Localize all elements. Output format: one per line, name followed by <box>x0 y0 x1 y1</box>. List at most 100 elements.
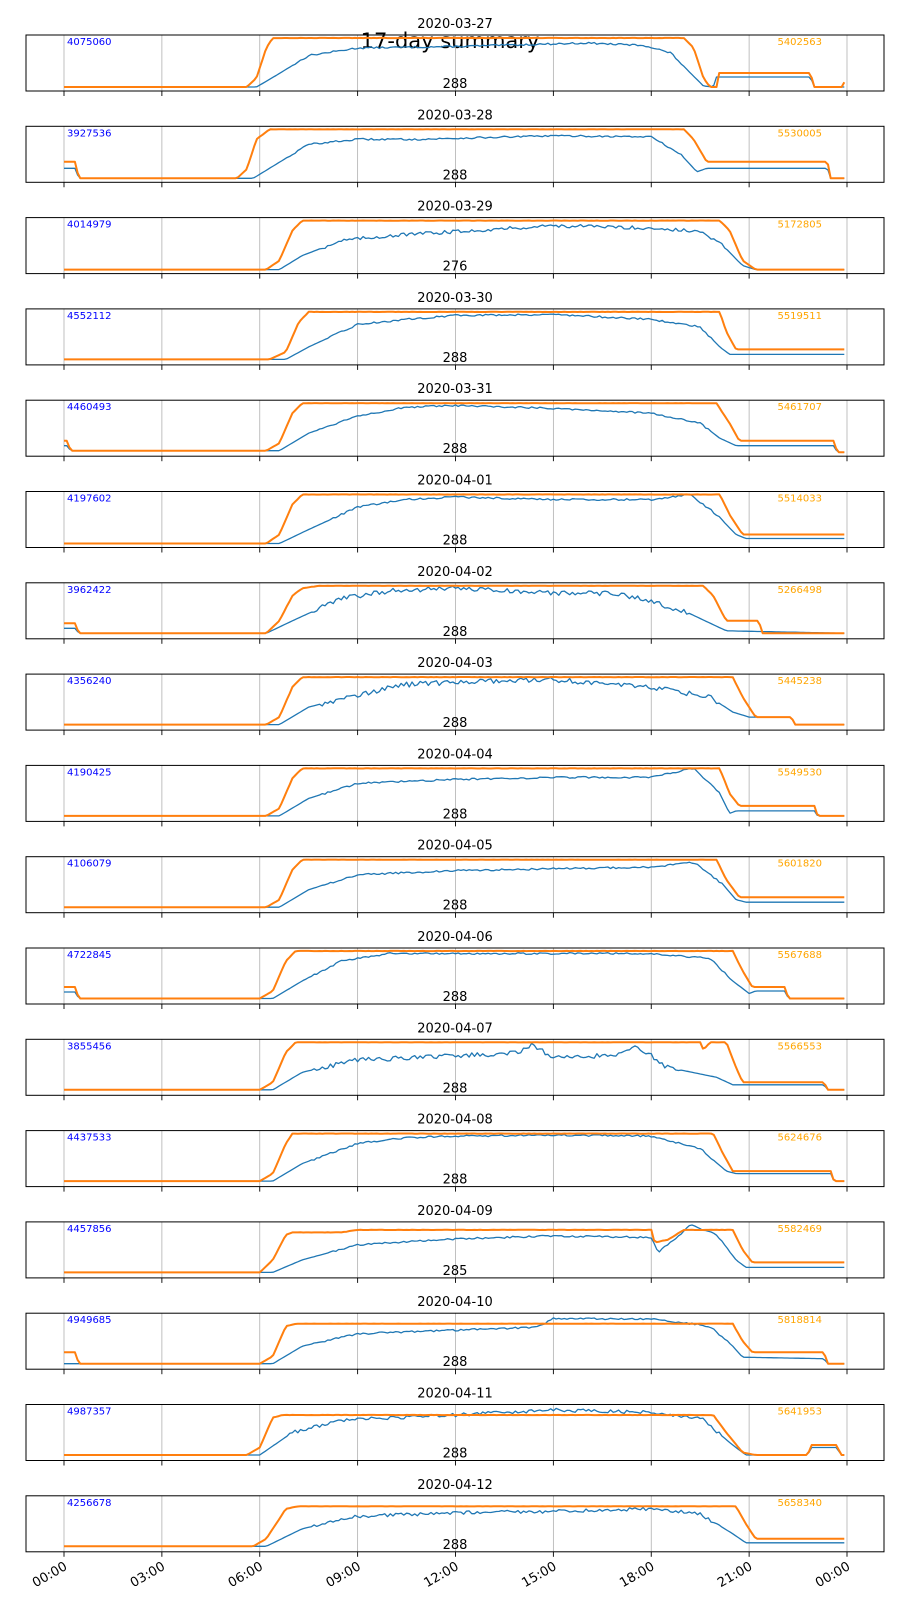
series-line-orange <box>64 858 845 909</box>
panel-frame <box>25 1038 885 1096</box>
left-value-label: 4457856 <box>67 1224 112 1235</box>
panel-frame <box>25 764 885 822</box>
x-tick-label: 15:00 <box>519 1559 559 1591</box>
series-line-orange <box>64 949 845 1000</box>
panel-frame <box>25 34 885 92</box>
series-line-orange <box>64 1132 845 1183</box>
right-value-label: 5582469 <box>777 1224 822 1235</box>
left-value-label: 3855456 <box>67 1041 112 1052</box>
right-value-label: 5266498 <box>777 585 822 596</box>
panel: 2020-04-07 3855456 5566553 288 <box>25 1021 885 1101</box>
panel-frame <box>25 1130 885 1188</box>
x-tick-label: 00:00 <box>813 1559 853 1591</box>
point-count-label: 288 <box>443 77 468 92</box>
x-axis: 00:00 03:00 06:00 09:00 12:00 15:00 18:00 21:00… <box>30 1559 853 1591</box>
point-count-label: 288 <box>443 990 468 1005</box>
left-value-label: 4106079 <box>67 859 112 870</box>
right-value-label: 5601820 <box>777 859 822 870</box>
point-count-label: 288 <box>443 442 468 457</box>
panel-frame <box>25 1312 885 1370</box>
panel: 2020-04-08 4437533 5624676 288 <box>25 1113 885 1192</box>
point-count-label: 288 <box>443 625 468 640</box>
right-value-label: 5658340 <box>777 1498 822 1509</box>
panel: 2020-04-03 4356240 5445238 288 <box>25 656 885 736</box>
panel-date: 2020-04-09 <box>417 1204 493 1219</box>
panel-frame <box>25 399 885 457</box>
panel: 2020-04-04 4190425 5549530 288 <box>25 747 885 827</box>
left-value-label: 4722845 <box>67 950 112 961</box>
right-value-label: 5567688 <box>777 950 822 961</box>
point-count-label: 288 <box>443 1173 468 1188</box>
point-count-label: 276 <box>443 260 468 275</box>
panel: 2020-04-05 4106079 5601820 288 <box>25 839 885 918</box>
point-count-label: 285 <box>443 1264 468 1279</box>
point-count-label: 288 <box>443 1538 468 1553</box>
left-value-label: 4356240 <box>67 676 112 687</box>
panel-frame <box>25 125 885 183</box>
point-count-label: 288 <box>443 1447 468 1462</box>
series-line-orange <box>64 36 846 88</box>
x-tick-label: 12:00 <box>422 1559 462 1591</box>
panel-date: 2020-04-03 <box>417 656 493 671</box>
panel-date: 2020-03-30 <box>417 291 493 306</box>
panel-date: 2020-04-04 <box>417 747 493 762</box>
panel: 2020-04-02 3962422 5266498 288 <box>25 565 885 644</box>
panel: 2020-03-30 4552112 5519511 288 <box>25 291 885 370</box>
series-line-orange <box>64 219 845 271</box>
series-line-orange <box>64 402 845 454</box>
panel-frame <box>25 1221 885 1279</box>
left-value-label: 4949685 <box>67 1315 112 1326</box>
right-value-label: 5514033 <box>777 494 822 505</box>
point-count-label: 288 <box>443 168 468 183</box>
left-value-label: 4437533 <box>67 1133 112 1144</box>
right-value-label: 5402563 <box>777 37 822 48</box>
series-line-orange <box>64 1322 845 1365</box>
x-tick-label: 18:00 <box>617 1559 657 1591</box>
panel-frame <box>25 673 885 731</box>
point-count-label: 288 <box>443 716 468 731</box>
panel: 2020-03-27 4075060 5402563 288 <box>25 17 885 96</box>
panel-date: 2020-04-02 <box>417 565 493 580</box>
panel-date: 2020-04-11 <box>417 1387 493 1402</box>
point-count-label: 288 <box>443 1081 468 1096</box>
panel: 2020-04-01 4197602 5514033 288 <box>25 474 885 553</box>
right-value-label: 5445238 <box>777 676 822 687</box>
right-value-label: 5519511 <box>777 311 822 322</box>
series-line-orange <box>64 493 845 545</box>
right-value-label: 5530005 <box>777 128 822 139</box>
series-line-orange <box>64 1041 845 1091</box>
panel: 2020-04-09 4457856 5582469 285 <box>25 1204 885 1283</box>
panels: 2020-03-27 4075060 5402563 288 2020-03-28 392… <box>25 17 885 1557</box>
panel-frame <box>25 582 885 640</box>
x-tick-label: 06:00 <box>226 1559 266 1591</box>
series-line-orange <box>64 1505 845 1548</box>
chart-title: 17-day summary <box>361 29 540 53</box>
point-count-label: 288 <box>443 534 468 549</box>
panel: 2020-04-10 4949685 5818814 288 <box>25 1295 885 1375</box>
series-line-orange <box>64 1413 845 1456</box>
left-value-label: 4256678 <box>67 1498 112 1509</box>
series-line-orange <box>64 310 845 361</box>
left-value-label: 4460493 <box>67 402 112 413</box>
x-tick-label: 03:00 <box>128 1559 168 1591</box>
series-line-orange <box>64 584 845 635</box>
left-value-label: 3962422 <box>67 585 112 596</box>
left-value-label: 4190425 <box>67 767 112 778</box>
panel-date: 2020-04-05 <box>417 839 493 854</box>
left-value-label: 4197602 <box>67 494 112 505</box>
panel-date: 2020-04-06 <box>417 930 493 945</box>
right-value-label: 5172805 <box>777 220 822 231</box>
series-line-orange <box>64 676 845 726</box>
panel: 2020-04-11 4987357 5641953 288 <box>25 1387 885 1466</box>
series-line-orange <box>64 767 845 817</box>
panel-date: 2020-04-07 <box>417 1021 493 1036</box>
point-count-label: 288 <box>443 899 468 914</box>
right-value-label: 5641953 <box>777 1407 822 1418</box>
right-value-label: 5549530 <box>777 767 822 778</box>
x-tick-label: 00:00 <box>30 1559 70 1591</box>
panel-frame <box>25 1404 885 1461</box>
panel: 2020-03-31 4460493 5461707 288 <box>25 382 885 462</box>
panel-date: 2020-04-12 <box>417 1478 493 1493</box>
panel-date: 2020-04-08 <box>417 1113 493 1128</box>
